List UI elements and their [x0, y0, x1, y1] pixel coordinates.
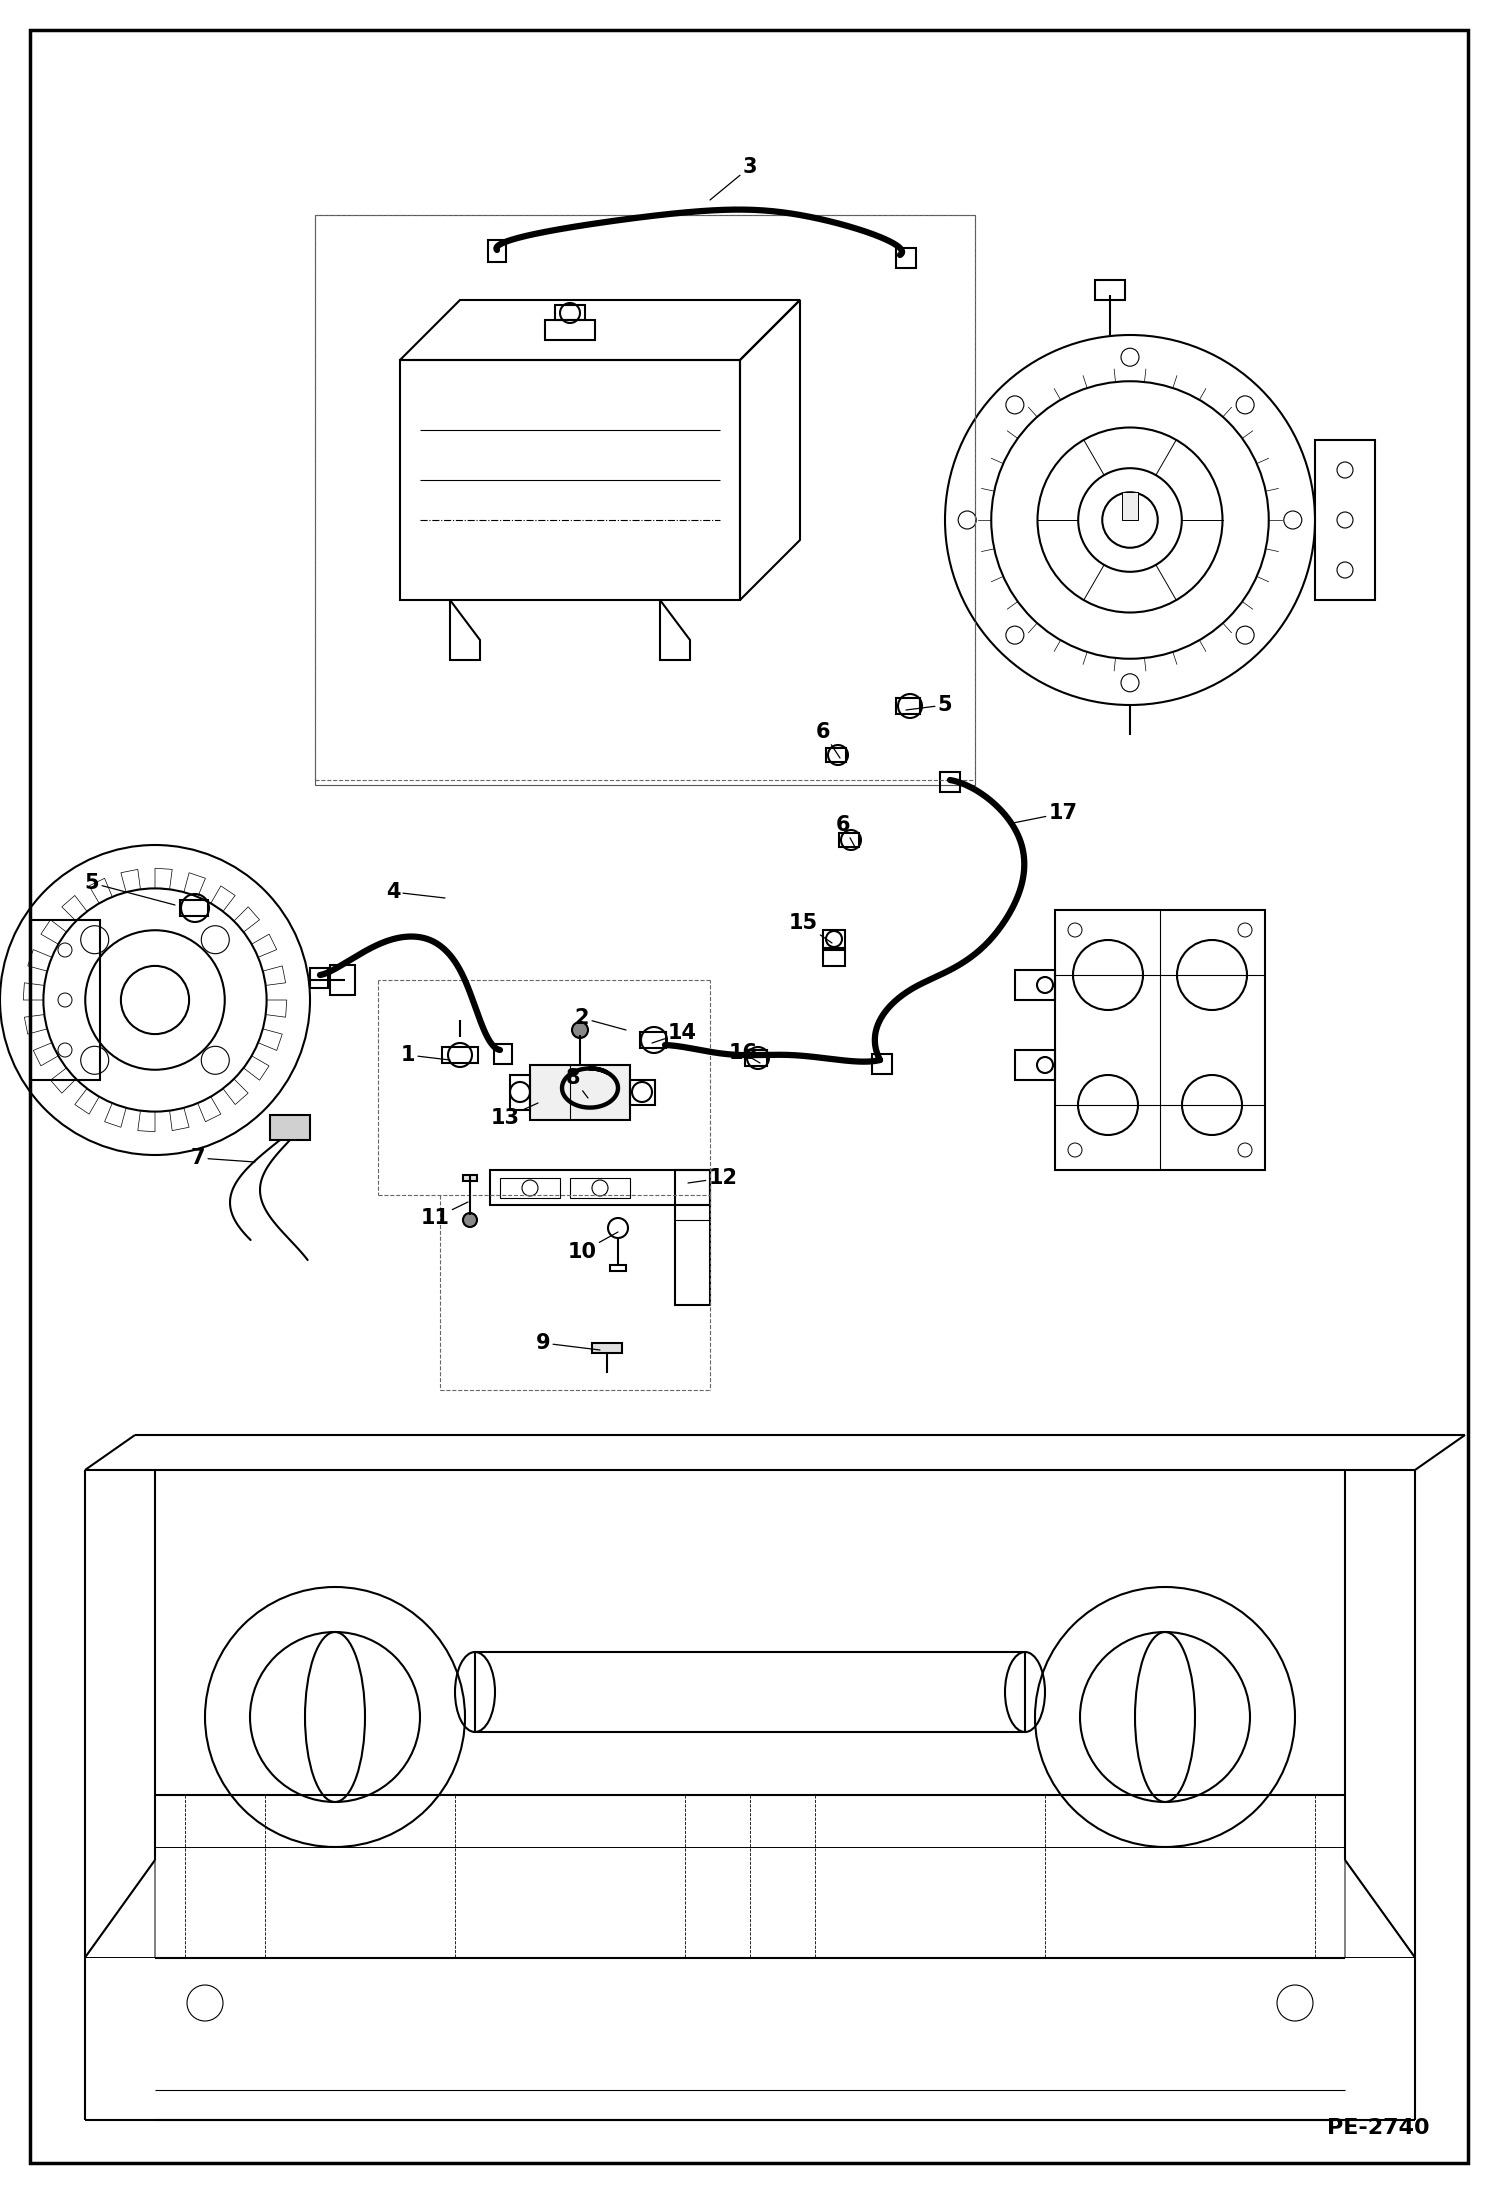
- Bar: [631, 1079, 655, 1105]
- Text: 10: 10: [568, 1232, 619, 1261]
- Text: 11: 11: [421, 1202, 467, 1228]
- Bar: [490, 1171, 710, 1204]
- Text: 15: 15: [788, 912, 831, 943]
- Bar: [530, 1066, 631, 1121]
- Bar: [592, 1342, 622, 1353]
- Text: 12: 12: [688, 1169, 737, 1189]
- Bar: [475, 1651, 1025, 1732]
- Bar: [270, 1114, 310, 1140]
- Bar: [1122, 491, 1138, 520]
- Bar: [488, 239, 506, 261]
- Text: 6: 6: [836, 816, 855, 846]
- Bar: [896, 697, 920, 715]
- Text: 8: 8: [566, 1068, 589, 1099]
- Bar: [180, 899, 208, 917]
- Bar: [1016, 969, 1055, 1000]
- Bar: [494, 1044, 512, 1064]
- Bar: [825, 748, 846, 761]
- Text: 17: 17: [1013, 803, 1077, 822]
- Bar: [442, 1046, 478, 1064]
- Bar: [315, 215, 975, 785]
- Text: 4: 4: [386, 882, 445, 901]
- Text: 9: 9: [536, 1333, 601, 1353]
- Bar: [640, 1033, 667, 1048]
- Text: 6: 6: [816, 721, 840, 759]
- Bar: [310, 967, 328, 989]
- Bar: [330, 965, 355, 996]
- Bar: [822, 950, 845, 965]
- Text: 16: 16: [728, 1044, 759, 1064]
- Text: 3: 3: [710, 158, 758, 200]
- Text: 7: 7: [190, 1147, 255, 1169]
- Bar: [872, 1055, 891, 1075]
- Text: 14: 14: [652, 1022, 697, 1044]
- Text: 5: 5: [906, 695, 953, 715]
- Bar: [554, 305, 586, 320]
- Circle shape: [463, 1213, 476, 1228]
- Circle shape: [572, 1022, 589, 1037]
- Text: 13: 13: [490, 1103, 538, 1127]
- Bar: [500, 1178, 560, 1197]
- Bar: [1315, 441, 1375, 601]
- Bar: [30, 921, 100, 1079]
- Bar: [676, 1171, 710, 1305]
- Text: 1: 1: [401, 1046, 449, 1066]
- Bar: [1095, 281, 1125, 300]
- Bar: [463, 1175, 476, 1182]
- Bar: [610, 1265, 626, 1272]
- Bar: [1055, 910, 1264, 1171]
- Bar: [745, 1050, 767, 1066]
- Bar: [509, 1075, 530, 1110]
- Bar: [1016, 1050, 1055, 1079]
- Bar: [941, 772, 960, 792]
- Bar: [839, 833, 858, 846]
- Text: 5: 5: [85, 873, 175, 906]
- Text: 2: 2: [575, 1009, 626, 1031]
- Bar: [545, 320, 595, 340]
- Bar: [571, 1178, 631, 1197]
- Text: PE-2740: PE-2740: [1327, 2118, 1429, 2138]
- Bar: [896, 248, 915, 268]
- Bar: [822, 930, 845, 947]
